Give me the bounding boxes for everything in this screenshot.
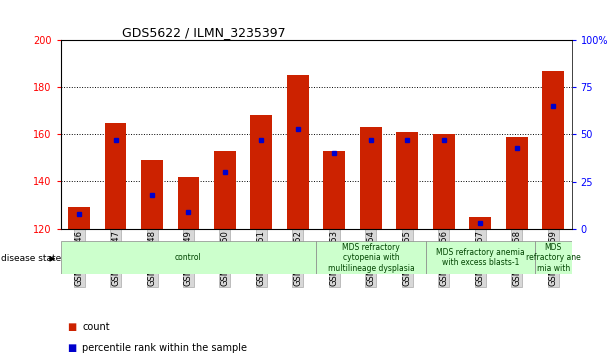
Text: disease state: disease state (1, 254, 61, 263)
Bar (469, 217, 491, 229)
Text: MDS refractory anemia
with excess blasts-1: MDS refractory anemia with excess blasts… (436, 248, 525, 268)
Bar (535, 241, 572, 274)
Bar (542, 70, 564, 229)
Text: ■: ■ (67, 343, 76, 354)
Bar (360, 127, 382, 229)
Text: percentile rank within the sample: percentile rank within the sample (82, 343, 247, 354)
Text: MDS
refractory ane
mia with: MDS refractory ane mia with (526, 243, 581, 273)
Bar (506, 136, 528, 229)
Bar (426, 241, 535, 274)
Bar (68, 207, 90, 229)
Text: count: count (82, 322, 109, 332)
Bar (433, 134, 455, 229)
Text: ■: ■ (67, 322, 76, 332)
Text: MDS refractory
cytopenia with
multilineage dysplasia: MDS refractory cytopenia with multilinea… (328, 243, 414, 273)
Text: GDS5622 / ILMN_3235397: GDS5622 / ILMN_3235397 (122, 26, 286, 39)
Bar (61, 241, 316, 274)
Bar (287, 75, 309, 229)
Bar (396, 132, 418, 229)
Bar (105, 122, 126, 229)
Bar (178, 177, 199, 229)
Bar (316, 241, 426, 274)
Bar (141, 160, 163, 229)
Bar (323, 151, 345, 229)
Bar (250, 115, 272, 229)
Text: control: control (175, 253, 202, 262)
Bar (214, 151, 236, 229)
